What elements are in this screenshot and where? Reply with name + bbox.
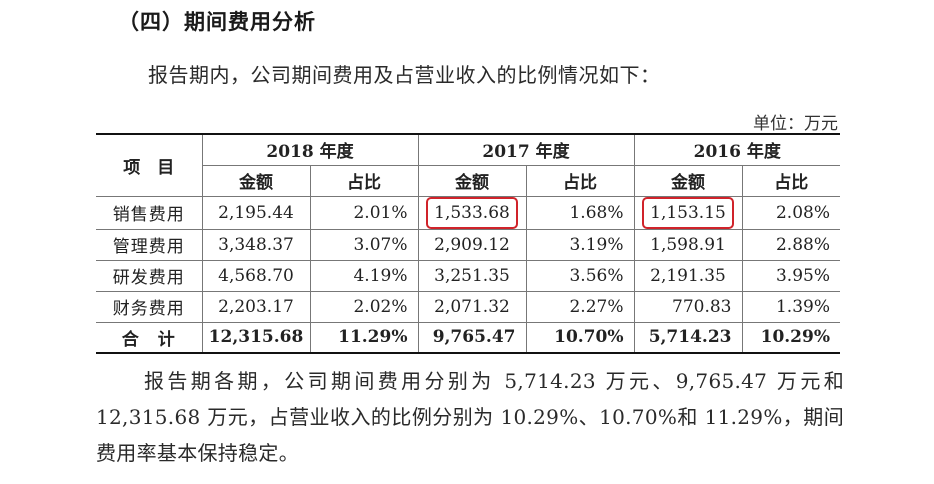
ratio-cell: 2.02%	[309, 290, 419, 323]
ratio-cell: 3.56%	[525, 259, 635, 292]
item-header: 项 目	[96, 133, 203, 197]
highlight-box: 1,153.15	[642, 196, 734, 229]
ratio-cell: 4.19%	[309, 259, 419, 292]
year-header: 2017 年度	[417, 133, 635, 166]
ratio-header: 占比	[525, 164, 635, 197]
total-amount-cell: 12,315.68	[201, 321, 311, 354]
ratio-cell: 2.88%	[741, 228, 840, 261]
table-row: 研发费用 4,568.70 4.19% 3,251.35 3.56% 2,191…	[96, 259, 840, 292]
year-header: 2016 年度	[633, 133, 840, 166]
amount-header: 金额	[633, 164, 743, 197]
amount-cell: 770.83	[633, 290, 743, 323]
table-row: 财务费用 2,203.17 2.02% 2,071.32 2.27% 770.8…	[96, 290, 840, 323]
amount-cell: 3,251.35	[417, 259, 527, 292]
amount-header: 金额	[417, 164, 527, 197]
highlight-box: 1,533.68	[426, 196, 518, 229]
ratio-cell: 1.68%	[525, 195, 635, 230]
total-row: 合 计 12,315.68 11.29% 9,765.47 10.70% 5,7…	[96, 321, 840, 354]
amount-cell: 2,195.44	[201, 195, 311, 230]
total-ratio-cell: 11.29%	[309, 321, 419, 354]
amount-header: 金额	[202, 164, 311, 197]
ratio-header: 占比	[741, 164, 840, 197]
ratio-cell: 3.95%	[741, 259, 840, 292]
amount-cell: 4,568.70	[201, 259, 311, 292]
ratio-cell: 2.27%	[525, 290, 635, 323]
row-label: 研发费用	[96, 259, 203, 292]
ratio-cell: 1.39%	[741, 290, 840, 323]
ratio-cell: 3.19%	[525, 228, 635, 261]
row-label: 财务费用	[96, 290, 203, 323]
total-ratio-cell: 10.70%	[525, 321, 635, 354]
amount-cell-highlighted: 1,153.15	[633, 195, 743, 230]
total-label: 合 计	[96, 321, 203, 354]
amount-cell: 2,203.17	[201, 290, 311, 323]
total-ratio-cell: 10.29%	[741, 321, 840, 354]
amount-cell: 3,348.37	[201, 228, 311, 261]
amount-cell-highlighted: 1,533.68	[417, 195, 527, 230]
ratio-cell: 2.01%	[309, 195, 419, 230]
summary-paragraph: 报告期各期，公司期间费用分别为 5,714.23 万元、9,765.47 万元和…	[96, 369, 844, 465]
total-amount-cell: 9,765.47	[417, 321, 527, 354]
row-label: 销售费用	[96, 195, 203, 230]
unit-label: 单位：万元	[753, 114, 838, 134]
amount-cell: 2,071.32	[417, 290, 527, 323]
intro-text: 报告期内，公司期间费用及占营业收入的比例情况如下：	[148, 63, 661, 87]
ratio-cell: 3.07%	[309, 228, 419, 261]
section-title: （四）期间费用分析	[118, 10, 316, 34]
expense-table: 项 目 2018 年度 2017 年度 2016 年度 金额 占比 金额 占比 …	[96, 133, 840, 354]
row-label: 管理费用	[96, 228, 203, 261]
table-header-years: 项 目 2018 年度 2017 年度 2016 年度	[96, 133, 840, 197]
ratio-header: 占比	[309, 164, 419, 197]
ratio-cell: 2.08%	[741, 195, 840, 230]
amount-cell: 2,909.12	[417, 228, 527, 261]
table-row: 管理费用 3,348.37 3.07% 2,909.12 3.19% 1,598…	[96, 228, 840, 261]
amount-cell: 2,191.35	[633, 259, 743, 292]
amount-cell: 1,598.91	[633, 228, 743, 261]
table-row: 销售费用 2,195.44 2.01% 1,533.68 1.68% 1,153…	[96, 195, 840, 230]
table-header-sub: 金额 占比 金额 占比 金额 占比	[96, 164, 840, 197]
total-amount-cell: 5,714.23	[633, 321, 743, 354]
year-header: 2018 年度	[201, 133, 419, 166]
